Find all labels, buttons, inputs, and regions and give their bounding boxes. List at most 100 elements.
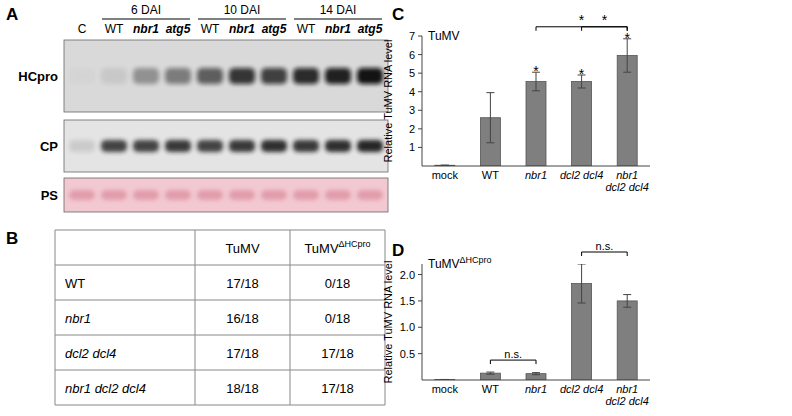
y-tick — [418, 327, 422, 328]
table-cell: 0/18 — [325, 311, 350, 326]
y-tick — [418, 353, 422, 354]
band — [261, 68, 287, 84]
band — [261, 190, 287, 200]
y-tick-label: 7 — [409, 30, 415, 42]
lane-label: atg5 — [262, 22, 287, 36]
band — [133, 140, 159, 152]
band — [261, 140, 287, 152]
table-rule — [55, 405, 385, 406]
band — [101, 190, 127, 200]
comparison-label: * — [602, 12, 608, 28]
bracket-end — [627, 27, 628, 31]
bracket-end — [581, 252, 582, 256]
table-rule — [55, 265, 385, 266]
comparison-bracket: n.s. — [490, 348, 536, 364]
column-header: TuMV — [225, 241, 260, 256]
header-text: TuMV — [225, 241, 260, 256]
lane-label: nbr1 — [133, 22, 159, 36]
x-tick-label: dcl2 dcl4 — [560, 169, 603, 181]
table-cell: 17/18 — [226, 346, 259, 361]
y-tick-label: 4 — [409, 86, 415, 98]
y-tick — [418, 147, 422, 148]
row-label: PS — [41, 188, 59, 203]
y-tick-label: 1.0 — [400, 321, 415, 333]
title-text: TuMV — [428, 29, 460, 43]
row-header: nbr1 — [65, 311, 91, 326]
group-label: 14 DAI — [320, 3, 357, 17]
error-bar — [532, 373, 540, 375]
x-tick-label: nbr1 — [525, 383, 547, 395]
title-sup: ΔHCpro — [460, 255, 492, 265]
x-tick-label: nbr1dcl2 dcl4 — [605, 383, 648, 407]
bar — [526, 82, 546, 167]
y-axis — [422, 36, 423, 166]
lane-label: WT — [201, 22, 220, 36]
plot-area — [435, 39, 637, 166]
comparison-bracket: * — [536, 12, 627, 31]
chart-title: TuMVΔHCpro — [428, 255, 492, 271]
blot-strip — [64, 178, 388, 212]
bracket-end — [536, 27, 537, 31]
band — [101, 140, 127, 152]
error-bar — [623, 295, 631, 308]
band — [197, 190, 223, 200]
bar — [617, 56, 637, 167]
band — [197, 68, 223, 84]
plot-area — [435, 264, 637, 380]
bar-chart: 1234567mockWTnbr1dcl2 dcl4nbr1dcl2 dcl4R… — [382, 12, 650, 193]
error-cap — [532, 374, 540, 375]
x-tick-label: nbr1dcl2 dcl4 — [605, 169, 648, 193]
band — [229, 190, 255, 200]
group-label: 10 DAI — [224, 3, 261, 17]
table-rule — [55, 300, 385, 301]
panel-label: A — [6, 5, 18, 24]
band — [133, 190, 159, 200]
error-cap — [578, 88, 586, 89]
table-rule — [55, 335, 385, 336]
band — [325, 68, 351, 84]
table-rule — [195, 230, 196, 405]
column-header: TuMVΔHCpro — [304, 239, 370, 256]
band — [357, 190, 383, 200]
band — [165, 140, 191, 152]
y-tick-label: 2 — [409, 123, 415, 135]
row-header: dcl2 dcl4 — [65, 346, 116, 361]
header-sup: ΔHCpro — [339, 239, 371, 249]
comparison-bracket: n.s. — [582, 240, 628, 256]
error-bar — [486, 372, 494, 374]
band — [69, 68, 95, 84]
x-axis — [422, 380, 650, 381]
panel-label: B — [6, 229, 18, 248]
comparison-label: n.s. — [596, 240, 614, 252]
x-tick-label: mock — [432, 169, 459, 181]
group-label: 6 DAI — [131, 3, 161, 17]
band — [101, 68, 127, 84]
error-line — [490, 93, 491, 143]
table-cell: 17/18 — [321, 381, 354, 396]
y-axis-label: Relative TuMV RNA level — [382, 40, 394, 163]
table-cell: 0/18 — [325, 276, 350, 291]
y-tick — [418, 274, 422, 275]
table-rule — [55, 370, 385, 371]
bracket-end — [490, 360, 491, 364]
y-axis — [422, 264, 423, 380]
significance-mark: * — [533, 63, 539, 79]
table-rule — [55, 230, 56, 405]
label-line: nbr1 — [616, 383, 638, 395]
band — [197, 140, 223, 152]
band — [229, 140, 255, 152]
y-tick — [418, 91, 422, 92]
bar — [526, 374, 546, 380]
y-tick-label: 6 — [409, 49, 415, 61]
y-tick-label: 2.0 — [400, 269, 415, 281]
label-line: dcl2 dcl4 — [605, 395, 648, 407]
lane-label: WT — [105, 22, 124, 36]
error-bar — [578, 264, 586, 303]
table: TuMVTuMVΔHCproWT17/180/18nbr116/180/18dc… — [55, 230, 385, 405]
bar — [480, 373, 500, 380]
chart-title: TuMV — [428, 29, 460, 43]
bar — [617, 301, 637, 380]
table-cell: 16/18 — [226, 311, 259, 326]
table-rule — [290, 230, 291, 405]
significance-mark: * — [579, 66, 585, 82]
